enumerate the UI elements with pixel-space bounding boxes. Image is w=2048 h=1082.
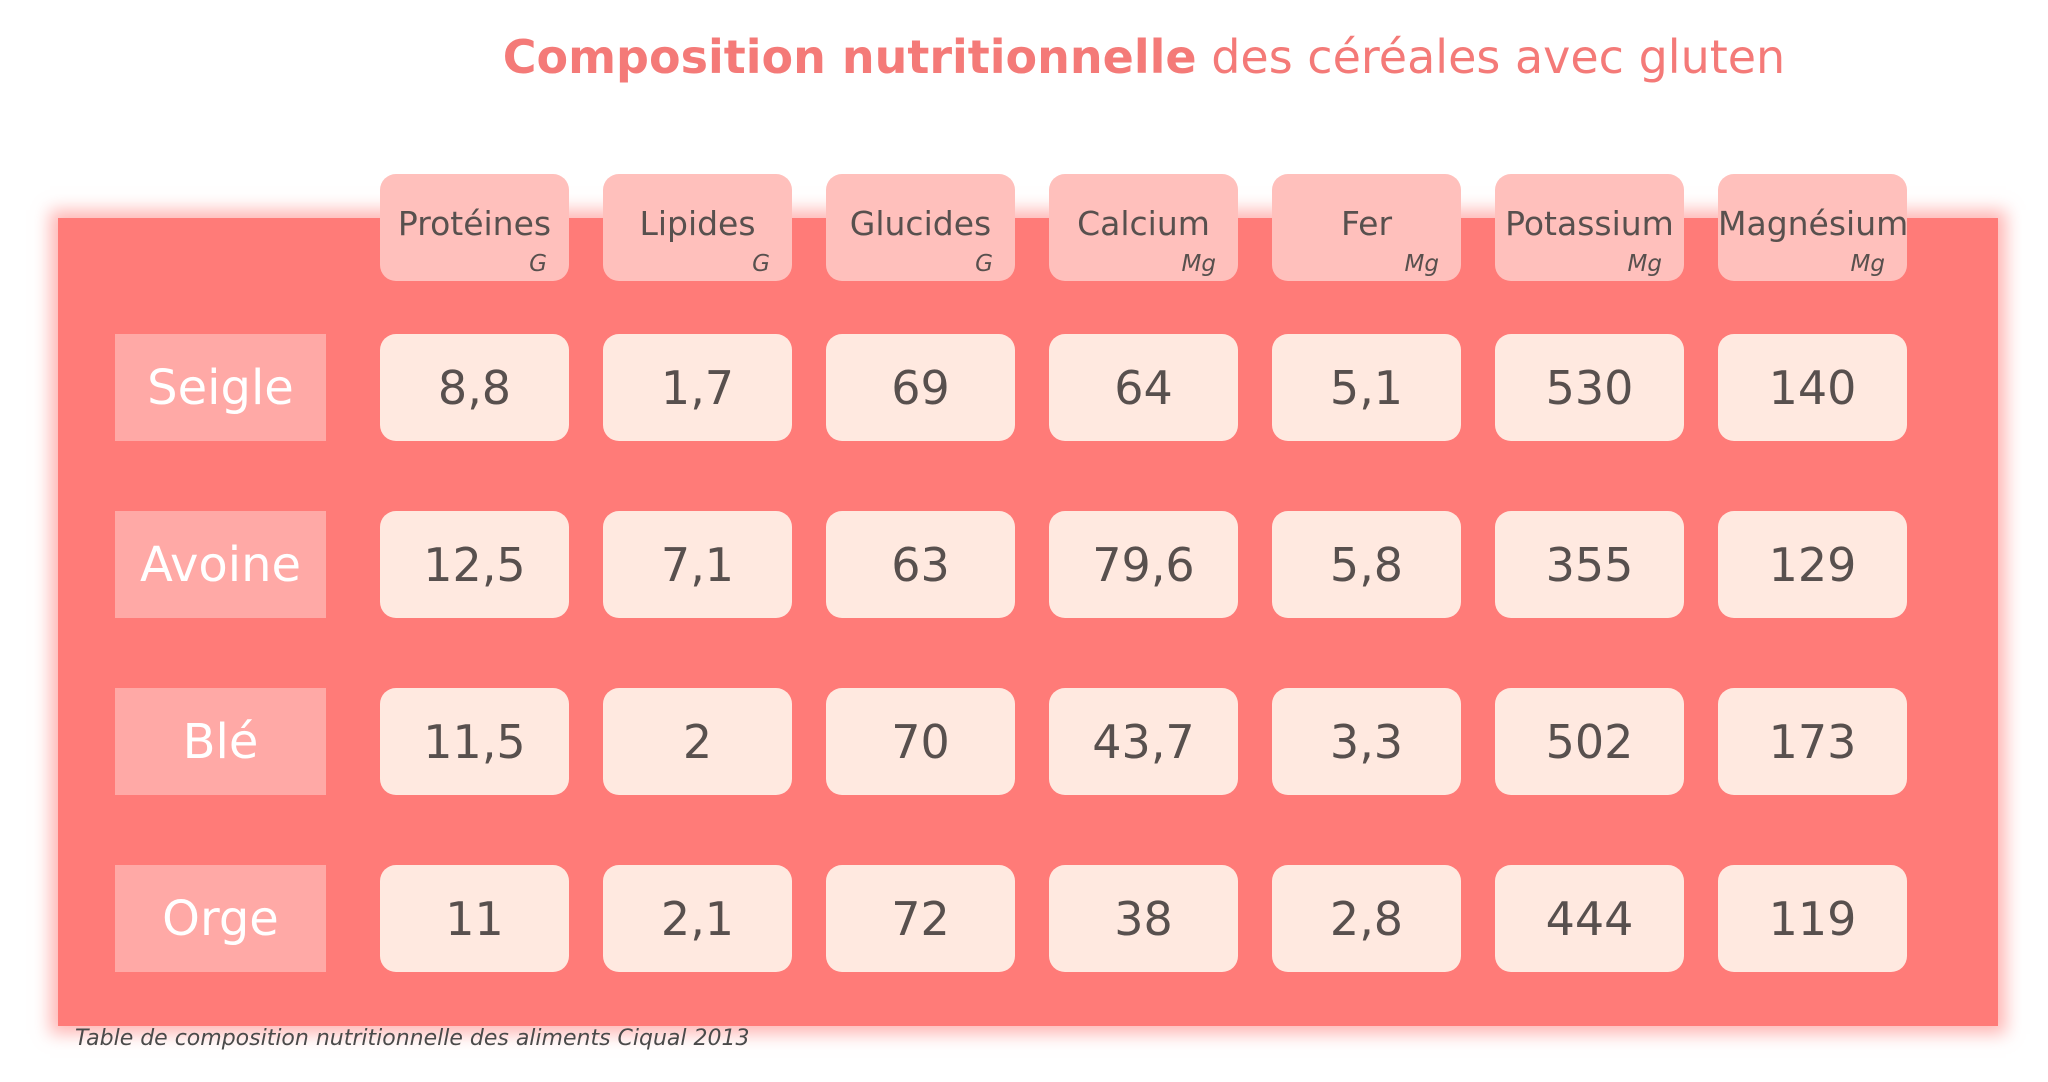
table-cell: 355	[1495, 511, 1684, 618]
column-header: Calcium Mg	[1049, 174, 1238, 281]
column-header-unit: G	[975, 251, 993, 277]
table-cell: 2,1	[603, 865, 792, 972]
column-header-name: Glucides	[849, 204, 992, 243]
row-label: Seigle	[115, 334, 326, 441]
table-cell: 173	[1718, 688, 1907, 795]
table-cell: 7,1	[603, 511, 792, 618]
table-cell: 12,5	[380, 511, 569, 618]
title-bold: Composition nutritionnelle	[502, 30, 1197, 84]
column-header-unit: G	[529, 251, 547, 277]
table-cell: 72	[826, 865, 1015, 972]
table-panel	[58, 218, 1998, 1026]
table-cell: 11,5	[380, 688, 569, 795]
chart-title: Composition nutritionnelle des céréales …	[120, 30, 2048, 84]
table-cell: 43,7	[1049, 688, 1238, 795]
table-cell: 119	[1718, 865, 1907, 972]
table-cell: 64	[1049, 334, 1238, 441]
column-header-name: Lipides	[639, 204, 756, 243]
table-cell: 2,8	[1272, 865, 1461, 972]
table-cell: 70	[826, 688, 1015, 795]
column-header-unit: Mg	[1850, 251, 1885, 277]
column-header: Glucides G	[826, 174, 1015, 281]
table-cell: 129	[1718, 511, 1907, 618]
row-label: Avoine	[115, 511, 326, 618]
source-note: Table de composition nutritionnelle des …	[75, 1026, 750, 1051]
column-header-name: Fer	[1340, 204, 1393, 243]
table-cell: 8,8	[380, 334, 569, 441]
table-cell: 140	[1718, 334, 1907, 441]
column-header-name: Calcium	[1077, 204, 1210, 243]
table-cell: 3,3	[1272, 688, 1461, 795]
column-header-unit: G	[752, 251, 770, 277]
table-cell: 5,1	[1272, 334, 1461, 441]
table-cell: 444	[1495, 865, 1684, 972]
table-cell: 2	[603, 688, 792, 795]
table-cell: 530	[1495, 334, 1684, 441]
row-label: Orge	[115, 865, 326, 972]
column-header-name: Protéines	[397, 204, 552, 243]
column-header-unit: Mg	[1181, 251, 1216, 277]
title-light: des céréales avec gluten	[1211, 30, 1786, 84]
column-header-unit: Mg	[1404, 251, 1439, 277]
column-header: Potassium Mg	[1495, 174, 1684, 281]
table-cell: 79,6	[1049, 511, 1238, 618]
table-cell: 1,7	[603, 334, 792, 441]
column-header-name: Magnésium	[1718, 204, 1909, 243]
column-header-name: Potassium	[1505, 204, 1674, 243]
column-header: Magnésium Mg	[1718, 174, 1909, 281]
column-header: Lipides G	[603, 174, 792, 281]
column-header: Protéines G	[380, 174, 569, 281]
table-cell: 11	[380, 865, 569, 972]
table-cell: 63	[826, 511, 1015, 618]
row-label: Blé	[115, 688, 326, 795]
column-header: Fer Mg	[1272, 174, 1461, 281]
table-cell: 5,8	[1272, 511, 1461, 618]
table-cell: 38	[1049, 865, 1238, 972]
table-cell: 69	[826, 334, 1015, 441]
column-header-unit: Mg	[1627, 251, 1662, 277]
table-cell: 502	[1495, 688, 1684, 795]
